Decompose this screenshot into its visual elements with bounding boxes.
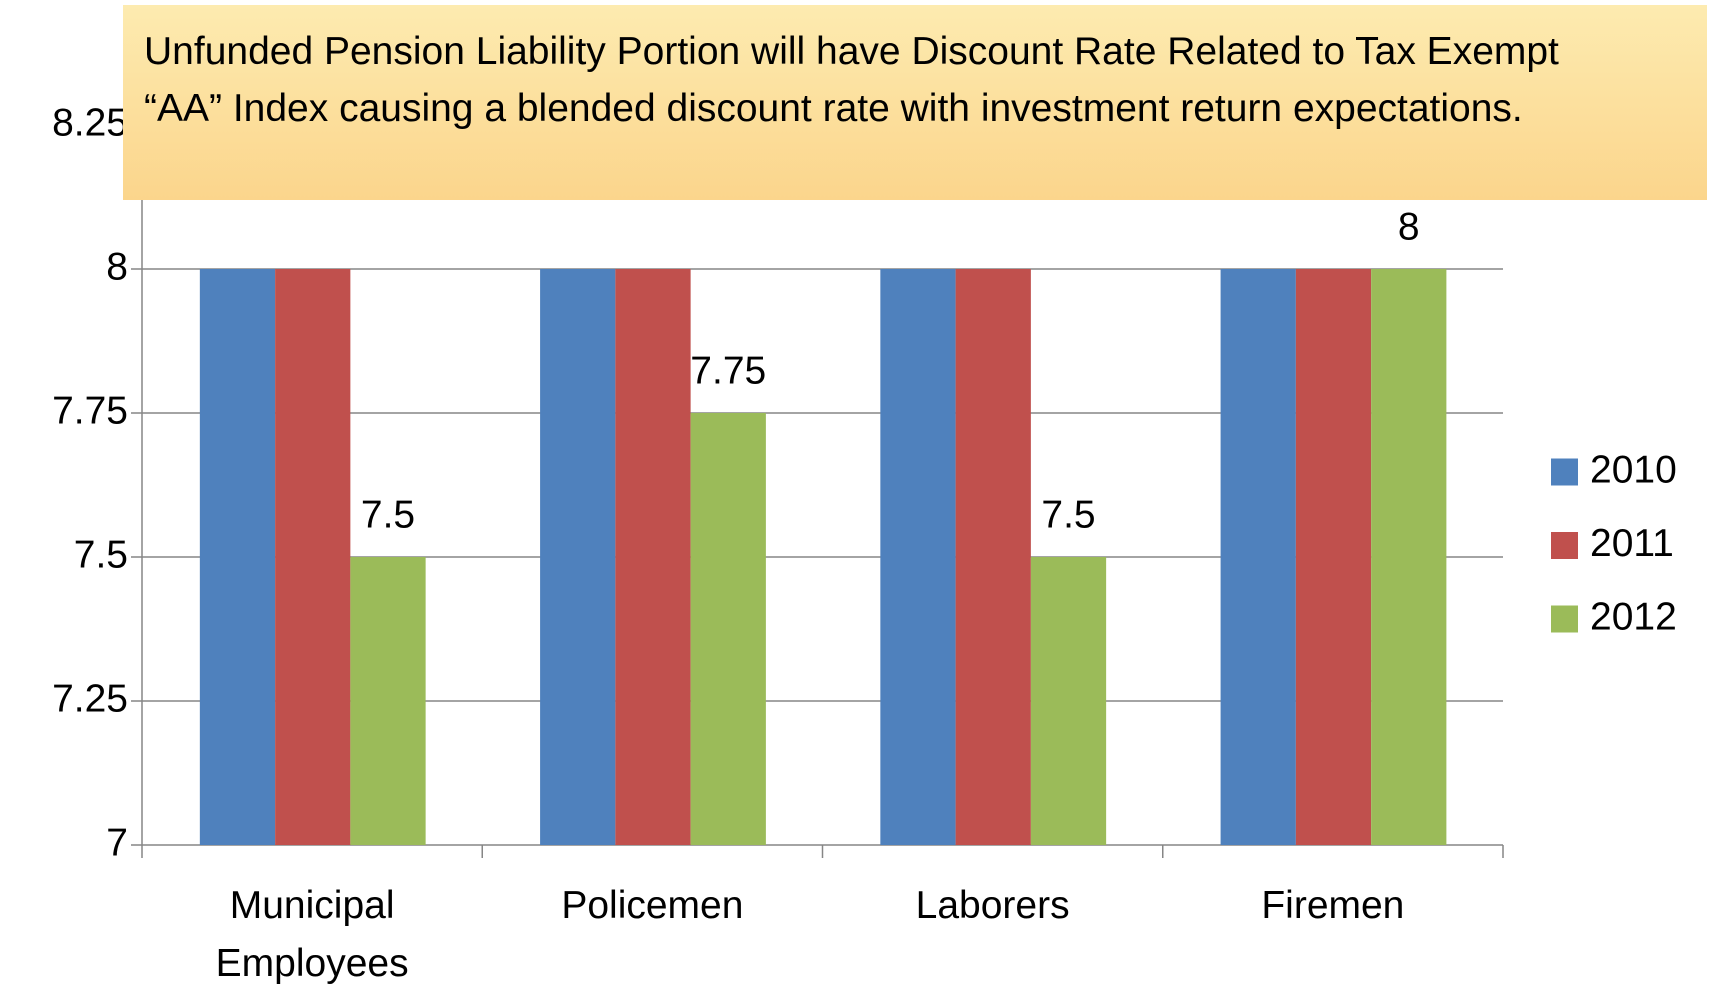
bar — [1030, 557, 1107, 845]
bar — [540, 269, 616, 845]
bar — [199, 269, 276, 845]
annotation: Unfunded Pension Liability Portion will … — [123, 5, 1707, 200]
legend-label: 2011 — [1590, 522, 1674, 565]
bar — [880, 269, 956, 845]
bar — [1295, 269, 1372, 845]
x-tick-label: Policemen — [561, 884, 744, 927]
bar — [615, 269, 691, 845]
legend-swatch — [1551, 605, 1578, 633]
data-label: 7.5 — [361, 493, 415, 536]
y-tick-label: 7 — [106, 821, 128, 864]
bar — [275, 269, 351, 845]
x-tick-label: Laborers — [915, 884, 1070, 927]
data-label: 7.75 — [690, 349, 766, 392]
bar — [1220, 269, 1296, 845]
data-label: 8 — [1398, 205, 1420, 248]
y-tick-label: 7.75 — [52, 389, 128, 432]
bar — [1371, 269, 1447, 845]
bar — [350, 557, 426, 845]
y-tick-label: 8.25 — [52, 101, 128, 144]
x-tick-label: Municipal Employees — [215, 884, 409, 985]
bar — [690, 413, 766, 845]
y-tick-label: 8 — [106, 245, 128, 288]
y-tick-label: 7.5 — [74, 533, 128, 576]
bar — [955, 269, 1031, 845]
legend-swatch — [1551, 532, 1578, 559]
legend-label: 2010 — [1590, 448, 1677, 491]
legend-label: 2012 — [1590, 595, 1677, 638]
legend-swatch — [1551, 458, 1578, 486]
y-tick-label: 7.25 — [52, 677, 128, 720]
data-label: 7.5 — [1041, 493, 1095, 536]
x-tick-label: Firemen — [1261, 884, 1405, 927]
